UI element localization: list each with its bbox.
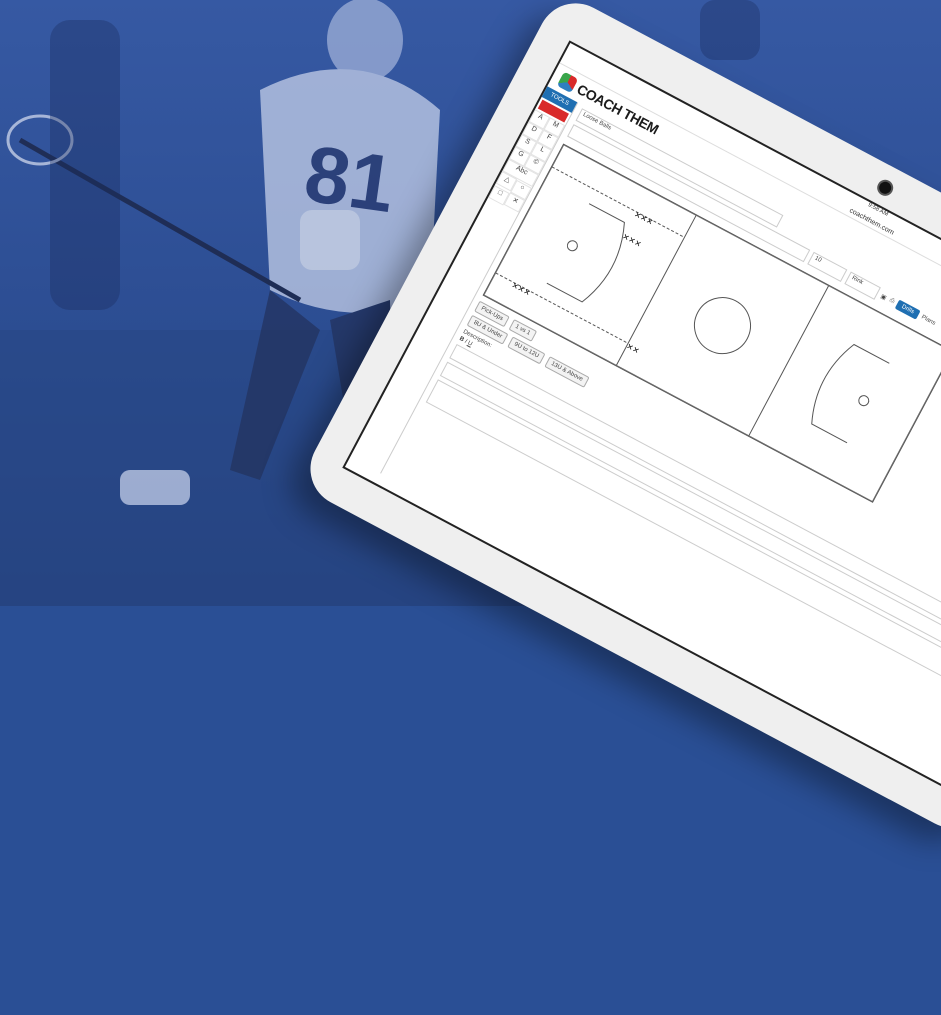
tab-drills[interactable]: Drills [895,299,921,320]
lacrosse-field-diagram[interactable]: ✕✕✕ ✕✕✕ ✕✕✕ ✕✕ [482,143,941,503]
print-icon[interactable]: ⎙ [888,296,896,305]
svg-text:81: 81 [299,129,400,230]
tablet-device: 9:58 AM coachthem.com COACH THEM TOOLS A… [222,0,941,1015]
app-body: TOOLS AM DF SL G© Abc △○ □✕ Loose Balls [350,86,941,785]
tablet-frame: 9:58 AM coachthem.com COACH THEM TOOLS A… [297,0,941,842]
camera-icon [874,177,897,199]
save-icon[interactable]: ▣ [879,293,888,302]
drill-editor: Loose Balls 10 Rink ▣ ⎙ Drills Plans [381,103,941,786]
underline-icon[interactable]: U [466,340,474,348]
coach-them-logo-icon [556,71,579,94]
tablet-screen: 9:58 AM coachthem.com COACH THEM TOOLS A… [342,40,941,799]
tab-plans[interactable]: Plans [920,314,937,327]
